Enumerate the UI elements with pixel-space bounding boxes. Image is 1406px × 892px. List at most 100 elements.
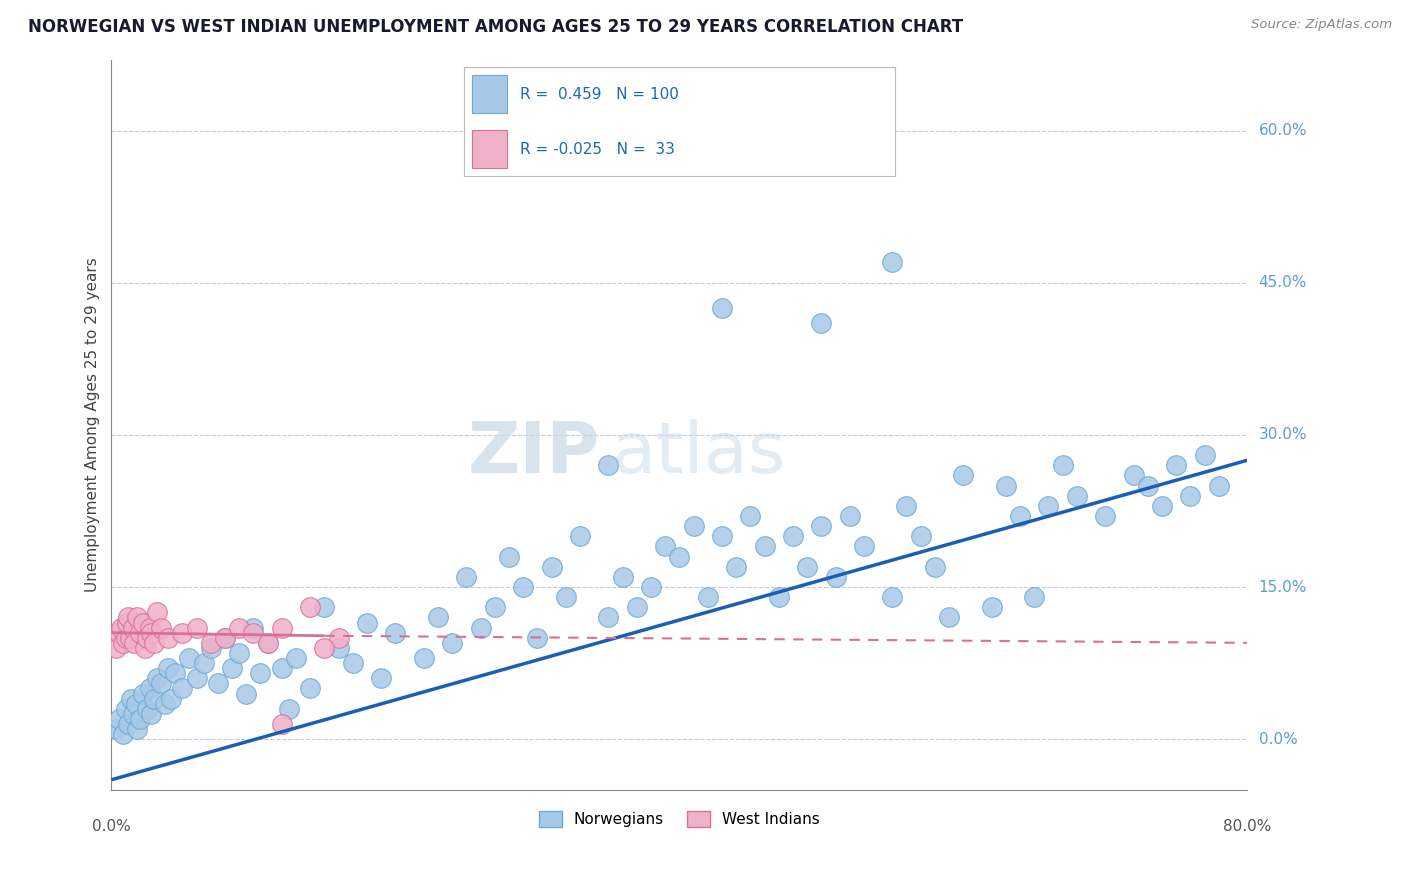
Point bbox=[193, 656, 215, 670]
Text: 80.0%: 80.0% bbox=[1223, 819, 1271, 834]
Point bbox=[172, 681, 194, 696]
Point bbox=[426, 610, 449, 624]
Point bbox=[135, 631, 157, 645]
Point bbox=[146, 671, 169, 685]
Point bbox=[122, 636, 145, 650]
Text: 0.0%: 0.0% bbox=[91, 819, 131, 834]
Point bbox=[221, 661, 243, 675]
Point bbox=[725, 559, 748, 574]
Point bbox=[924, 559, 946, 574]
Point bbox=[640, 580, 662, 594]
Point bbox=[128, 712, 150, 726]
Point bbox=[710, 301, 733, 315]
Point bbox=[1136, 478, 1159, 492]
Text: ZIP: ZIP bbox=[468, 419, 600, 489]
Point bbox=[1052, 458, 1074, 473]
Point bbox=[1010, 509, 1032, 524]
Point bbox=[157, 661, 180, 675]
Point bbox=[796, 559, 818, 574]
Point bbox=[1122, 468, 1144, 483]
Point bbox=[554, 591, 576, 605]
Point bbox=[952, 468, 974, 483]
Point bbox=[370, 671, 392, 685]
Point bbox=[118, 631, 141, 645]
Point bbox=[131, 615, 153, 630]
Point bbox=[994, 478, 1017, 492]
Point bbox=[128, 625, 150, 640]
Point bbox=[540, 559, 562, 574]
Point bbox=[598, 458, 620, 473]
Point bbox=[598, 610, 620, 624]
Point bbox=[114, 702, 136, 716]
Point bbox=[810, 316, 832, 330]
Point bbox=[256, 636, 278, 650]
Point bbox=[838, 509, 860, 524]
Point bbox=[242, 621, 264, 635]
Point bbox=[696, 591, 718, 605]
Point bbox=[1166, 458, 1188, 473]
Point bbox=[470, 621, 492, 635]
Point bbox=[146, 606, 169, 620]
Point bbox=[314, 600, 336, 615]
Point bbox=[150, 621, 173, 635]
Point bbox=[768, 591, 790, 605]
Point bbox=[228, 646, 250, 660]
Point bbox=[214, 631, 236, 645]
Text: NORWEGIAN VS WEST INDIAN UNEMPLOYMENT AMONG AGES 25 TO 29 YEARS CORRELATION CHAR: NORWEGIAN VS WEST INDIAN UNEMPLOYMENT AM… bbox=[28, 18, 963, 36]
Point bbox=[186, 671, 208, 685]
Text: 30.0%: 30.0% bbox=[1258, 427, 1308, 442]
Point bbox=[270, 621, 292, 635]
Point bbox=[249, 666, 271, 681]
Point bbox=[512, 580, 534, 594]
Point bbox=[526, 631, 548, 645]
Point bbox=[498, 549, 520, 564]
Point bbox=[121, 706, 143, 721]
Point bbox=[157, 631, 180, 645]
Point bbox=[1194, 448, 1216, 462]
Point bbox=[484, 600, 506, 615]
Point bbox=[568, 529, 591, 543]
Point bbox=[207, 676, 229, 690]
Point bbox=[125, 722, 148, 736]
Text: 0.0%: 0.0% bbox=[1258, 731, 1298, 747]
Point bbox=[134, 640, 156, 655]
Text: 15.0%: 15.0% bbox=[1258, 580, 1308, 595]
Point bbox=[384, 625, 406, 640]
Point bbox=[165, 666, 187, 681]
Point bbox=[104, 640, 127, 655]
Point bbox=[710, 529, 733, 543]
Point bbox=[1208, 478, 1230, 492]
Text: atlas: atlas bbox=[612, 419, 786, 489]
Point bbox=[120, 691, 142, 706]
Point bbox=[115, 615, 138, 630]
Point bbox=[186, 621, 208, 635]
Point bbox=[200, 636, 222, 650]
Point bbox=[111, 727, 134, 741]
Point bbox=[1066, 489, 1088, 503]
Point bbox=[754, 540, 776, 554]
Point bbox=[896, 499, 918, 513]
Y-axis label: Unemployment Among Ages 25 to 29 years: Unemployment Among Ages 25 to 29 years bbox=[86, 258, 100, 592]
Point bbox=[810, 519, 832, 533]
Point bbox=[441, 636, 464, 650]
Point bbox=[342, 656, 364, 670]
Point bbox=[155, 697, 177, 711]
Point bbox=[125, 610, 148, 624]
Point bbox=[139, 681, 162, 696]
Point bbox=[328, 640, 350, 655]
Text: 45.0%: 45.0% bbox=[1258, 276, 1308, 290]
Point bbox=[143, 636, 166, 650]
Point bbox=[228, 621, 250, 635]
Point bbox=[882, 255, 904, 269]
Point bbox=[626, 600, 648, 615]
Point bbox=[117, 610, 139, 624]
Point bbox=[172, 625, 194, 640]
Point bbox=[682, 519, 704, 533]
Point bbox=[910, 529, 932, 543]
Point bbox=[1180, 489, 1202, 503]
Legend: Norwegians, West Indians: Norwegians, West Indians bbox=[533, 805, 825, 833]
Point bbox=[160, 691, 183, 706]
Point bbox=[882, 591, 904, 605]
Point bbox=[256, 636, 278, 650]
Point bbox=[314, 640, 336, 655]
